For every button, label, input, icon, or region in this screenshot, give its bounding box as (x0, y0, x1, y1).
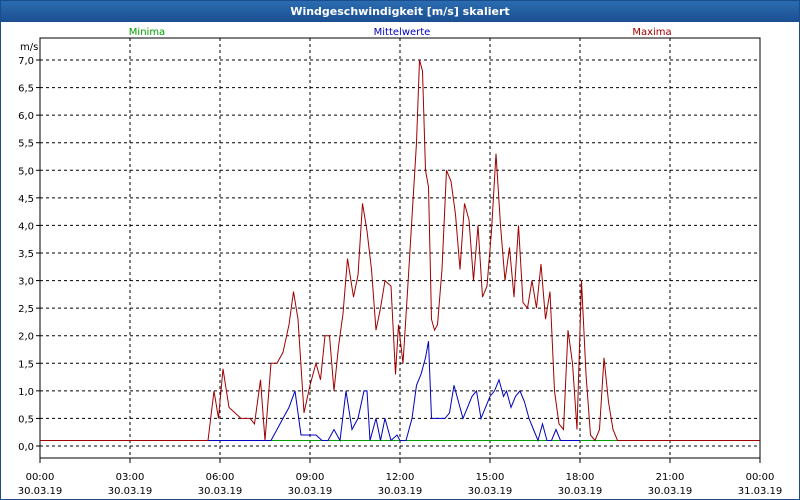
x-tick-time: 21:00 (656, 472, 685, 483)
x-axis: 00:00 30.03.19 03:00 30.03.19 06:00 30.03.19 0… (18, 458, 783, 497)
x-tick-time: 00:00 (26, 472, 55, 483)
y-tick-label: 2,5 (18, 304, 34, 315)
x-tick-date: 30.03.19 (378, 486, 423, 497)
y-tick-label: 7,0 (18, 56, 34, 67)
legend-item-minima: Minima (129, 27, 165, 38)
y-tick-label: 1,5 (18, 359, 34, 370)
x-tick-date: 30.03.19 (198, 486, 243, 497)
y-tick-label: 5,5 (18, 139, 34, 150)
y-axis-label: m/s (20, 42, 38, 53)
series-line-mittelwerte (208, 341, 580, 443)
x-tick-date: 31.03.19 (738, 486, 783, 497)
legend: Minima Mittelwerte Maxima (129, 27, 672, 38)
window-title: Windgeschwindigkeit [m/s] skaliert (1, 1, 799, 22)
y-tick-label: 4,5 (18, 194, 34, 205)
y-tick-label: 1,0 (18, 387, 34, 398)
x-tick-time: 12:00 (386, 472, 415, 483)
x-tick-time: 00:00 (746, 472, 775, 483)
x-tick-time: 09:00 (296, 472, 325, 483)
x-tick-date: 30.03.19 (108, 486, 153, 497)
y-tick-label: 4,0 (18, 221, 34, 232)
y-tick-label: 2,0 (18, 332, 34, 343)
x-tick-date: 30.03.19 (558, 486, 603, 497)
grid (40, 38, 760, 458)
x-tick-time: 03:00 (116, 472, 145, 483)
y-tick-label: 6,5 (18, 84, 34, 95)
legend-item-maxima: Maxima (632, 27, 671, 38)
y-tick-label: 0,0 (18, 442, 34, 453)
y-tick-label: 0,5 (18, 414, 34, 425)
x-tick-date: 30.03.19 (288, 486, 333, 497)
x-tick-date: 30.03.19 (648, 486, 693, 497)
y-tick-label: 3,5 (18, 249, 34, 260)
y-tick-label: 3,0 (18, 277, 34, 288)
x-tick-date: 30.03.19 (468, 486, 513, 497)
x-tick-time: 15:00 (476, 472, 505, 483)
y-axis: 0,0 0,5 1,0 1,5 2,0 2,5 3,0 3,5 4,0 4,5 5,0 5,5 6,0 6… (18, 56, 40, 453)
series-line-maxima (40, 59, 760, 442)
y-tick-label: 6,0 (18, 111, 34, 122)
legend-item-mittelwerte: Mittelwerte (374, 27, 431, 38)
series-group (40, 59, 760, 443)
x-tick-time: 06:00 (206, 472, 235, 483)
x-tick-time: 18:00 (566, 472, 595, 483)
y-tick-label: 5,0 (18, 166, 34, 177)
x-tick-date: 30.03.19 (18, 486, 63, 497)
